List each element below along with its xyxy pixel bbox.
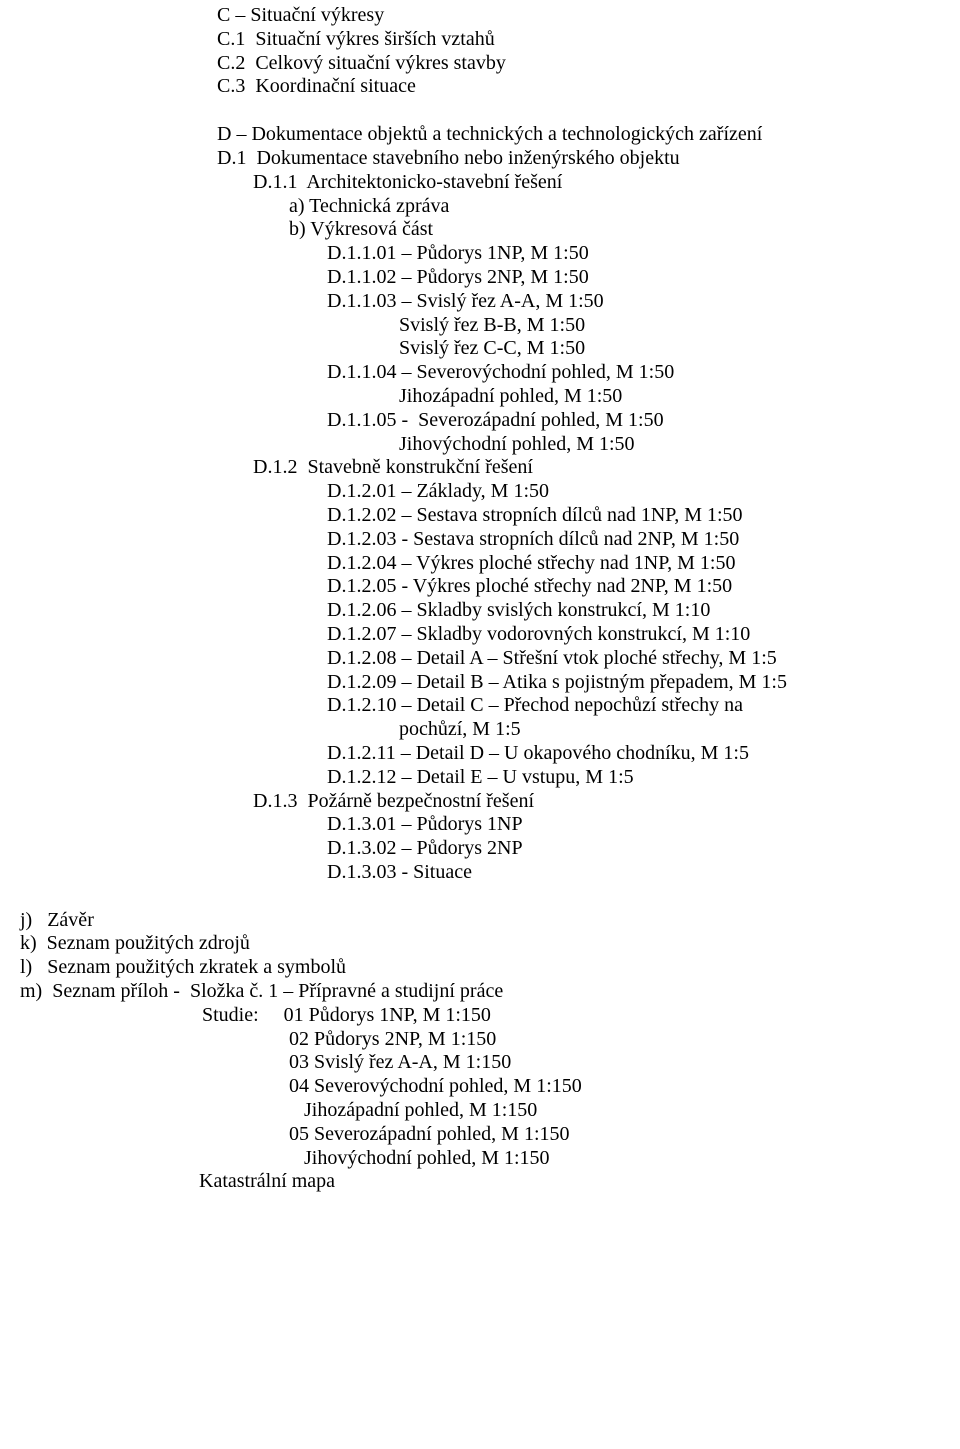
d1103-b: Svislý řez B-B, M 1:50	[399, 314, 960, 338]
d1: D.1 Dokumentace stavebního nebo inženýrs…	[217, 147, 960, 171]
d1302: D.1.3.02 – Půdorys 2NP	[327, 837, 960, 861]
d1203: D.1.2.03 - Sestava stropních dílců nad 2…	[327, 528, 960, 552]
c2: C.2 Celkový situační výkres stavby	[217, 52, 960, 76]
d1208: D.1.2.08 – Detail A – Střešní vtok ploch…	[327, 647, 960, 671]
d13: D.1.3 Požárně bezpečnostní řešení	[253, 790, 960, 814]
studie-02: 02 Půdorys 2NP, M 1:150	[289, 1028, 960, 1052]
d1204: D.1.2.04 – Výkres ploché střechy nad 1NP…	[327, 552, 960, 576]
katastralni-mapa: Katastrální mapa	[199, 1170, 960, 1194]
studie-04: 04 Severovýchodní pohled, M 1:150	[289, 1075, 960, 1099]
document-body: C – Situační výkresy C.1 Situační výkres…	[0, 4, 960, 1194]
d1210: D.1.2.10 – Detail C – Přechod nepochůzí …	[327, 694, 960, 718]
d1205: D.1.2.05 - Výkres ploché střechy nad 2NP…	[327, 575, 960, 599]
d1212: D.1.2.12 – Detail E – U vstupu, M 1:5	[327, 766, 960, 790]
d1301: D.1.3.01 – Půdorys 1NP	[327, 813, 960, 837]
spacer	[0, 885, 960, 909]
d1104-b: Jihozápadní pohled, M 1:50	[399, 385, 960, 409]
d12: D.1.2 Stavebně konstrukční řešení	[253, 456, 960, 480]
d11-a: a) Technická zpráva	[289, 195, 960, 219]
studie: Studie: 01 Půdorys 1NP, M 1:150	[202, 1004, 960, 1028]
d1105: D.1.1.05 - Severozápadní pohled, M 1:50	[327, 409, 960, 433]
d1101: D.1.1.01 – Půdorys 1NP, M 1:50	[327, 242, 960, 266]
d1303: D.1.3.03 - Situace	[327, 861, 960, 885]
d1210-b: pochůzí, M 1:5	[399, 718, 960, 742]
d1207: D.1.2.07 – Skladby vodorovných konstrukc…	[327, 623, 960, 647]
d1202: D.1.2.02 – Sestava stropních dílců nad 1…	[327, 504, 960, 528]
d1103-c: Svislý řez C-C, M 1:50	[399, 337, 960, 361]
item-m: m) Seznam příloh - Složka č. 1 – Příprav…	[20, 980, 960, 1004]
studie-04b: Jihozápadní pohled, M 1:150	[289, 1099, 960, 1123]
d11-b: b) Výkresová část	[289, 218, 960, 242]
d11: D.1.1 Architektonicko-stavební řešení	[253, 171, 960, 195]
d1211: D.1.2.11 – Detail D – U okapového chodní…	[327, 742, 960, 766]
d1104: D.1.1.04 – Severovýchodní pohled, M 1:50	[327, 361, 960, 385]
c3: C.3 Koordinační situace	[217, 75, 960, 99]
c1: C.1 Situační výkres širších vztahů	[217, 28, 960, 52]
item-k: k) Seznam použitých zdrojů	[20, 932, 960, 956]
d1201: D.1.2.01 – Základy, M 1:50	[327, 480, 960, 504]
studie-03: 03 Svislý řez A-A, M 1:150	[289, 1051, 960, 1075]
studie-05: 05 Severozápadní pohled, M 1:150	[289, 1123, 960, 1147]
item-j: j) Závěr	[20, 909, 960, 933]
item-l: l) Seznam použitých zkratek a symbolů	[20, 956, 960, 980]
d1103: D.1.1.03 – Svislý řez A-A, M 1:50	[327, 290, 960, 314]
d1206: D.1.2.06 – Skladby svislých konstrukcí, …	[327, 599, 960, 623]
studie-05b: Jihovýchodní pohled, M 1:150	[289, 1147, 960, 1171]
d1102: D.1.1.02 – Půdorys 2NP, M 1:50	[327, 266, 960, 290]
d1209: D.1.2.09 – Detail B – Atika s pojistným …	[327, 671, 960, 695]
spacer	[0, 99, 960, 123]
section-d-title: D – Dokumentace objektů a technických a …	[217, 123, 960, 147]
d1105-b: Jihovýchodní pohled, M 1:50	[399, 433, 960, 457]
section-c-title: C – Situační výkresy	[217, 4, 960, 28]
